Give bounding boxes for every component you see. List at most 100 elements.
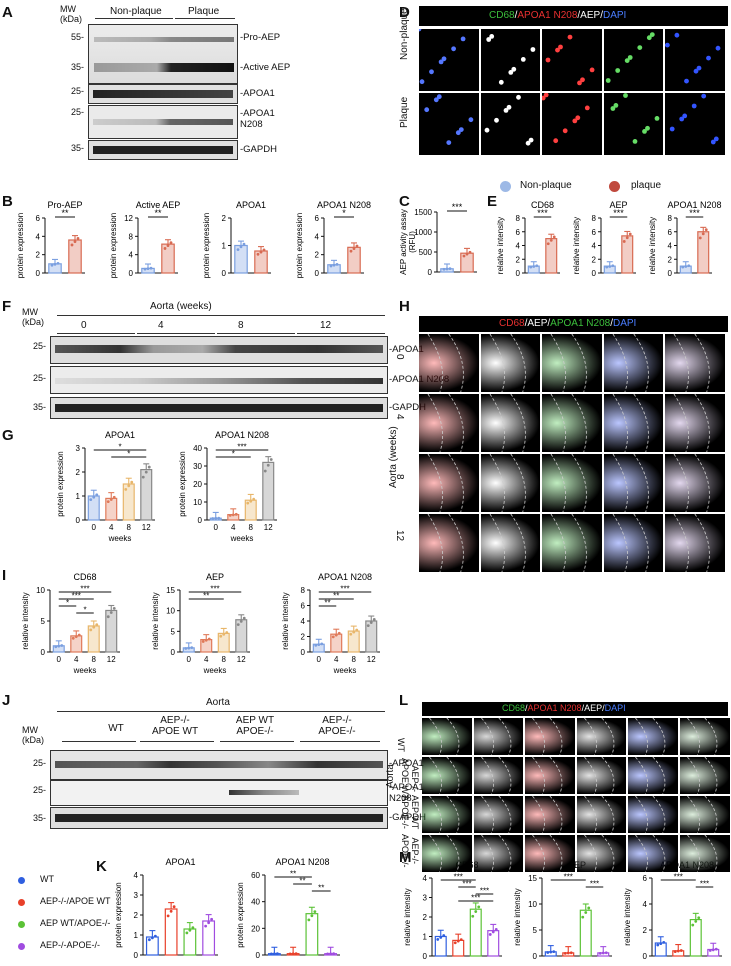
row-label-week-4: 4: [394, 414, 405, 420]
group-label-plaque: Plaque: [188, 6, 220, 17]
y-tick-label: 30: [193, 462, 202, 471]
y-axis-label: protein expression: [295, 213, 304, 278]
group-line: [140, 741, 214, 742]
data-point: [236, 248, 240, 252]
legend-label-aep-wt-apoe-ko: AEP WT/APOE-/-: [40, 918, 111, 928]
title-line: [57, 711, 385, 712]
band-apoa1: [55, 345, 383, 353]
micrograph-tile: [603, 454, 664, 512]
chart-title: AEP: [609, 200, 627, 210]
blot-gapdh-timecourse: [50, 397, 388, 419]
y-axis-label: protein expression: [236, 882, 245, 947]
stain-aep: /AEP/: [524, 318, 551, 329]
y-axis-label: protein expression: [202, 213, 211, 278]
y-tick-label: 40: [193, 444, 202, 453]
micrograph-tile: [542, 394, 602, 452]
row-label-week-0: 0: [394, 354, 405, 360]
x-tick-label: 0: [57, 655, 62, 664]
data-point: [169, 241, 173, 245]
y-axis-label: relative intensity: [572, 217, 581, 274]
data-point: [106, 615, 110, 619]
data-point: [581, 915, 585, 919]
data-point: [239, 619, 243, 623]
data-point: [566, 951, 570, 955]
sig-label: *: [232, 450, 235, 459]
y-tick-label: 2: [668, 255, 673, 264]
data-point: [459, 938, 463, 942]
sig-label: ***: [700, 880, 709, 889]
band-label-apoa1-n208: -APOA1 N208: [389, 782, 424, 804]
panel-label-l: L: [399, 692, 409, 709]
panel-label-e: E: [487, 193, 498, 210]
data-point: [453, 941, 457, 945]
data-point: [687, 264, 691, 268]
group-label-week-8: 8: [238, 320, 244, 331]
x-tick-label: 8: [222, 655, 227, 664]
data-point: [691, 923, 695, 927]
legend-dot-wt: [18, 877, 25, 884]
y-tick-label: 2: [301, 633, 306, 642]
legend-label-aep-ko-apoe-ko: AEP-/-APOE-/-: [40, 940, 101, 950]
legend-label-wt: WT: [40, 874, 54, 884]
panel-label-k: K: [96, 858, 107, 875]
stain-apoa1-n208: APOA1 N208: [517, 10, 578, 21]
data-point: [332, 263, 336, 267]
micrograph-tile: [628, 835, 678, 872]
row-label-aep-ko-apoe-ko: AEP-/- APOE-/-: [400, 834, 420, 868]
group-label-aep-ko-apoe-ko: AEP-/- APOE-/-: [318, 715, 356, 737]
x-tick-label: 0: [214, 523, 219, 532]
data-point: [679, 949, 683, 952]
data-point: [130, 480, 134, 484]
data-point: [210, 917, 214, 921]
panel-label-a: A: [2, 4, 13, 21]
data-point: [262, 248, 266, 252]
data-point: [701, 232, 705, 236]
data-point: [263, 469, 267, 473]
data-point: [546, 951, 550, 954]
y-axis-label: relative intensity: [151, 592, 160, 649]
data-point: [184, 647, 188, 650]
micrograph-tile: [422, 835, 472, 872]
stain-legend: CD68/AEP/APOA1 N208/DAPI: [499, 318, 636, 329]
data-point: [471, 914, 475, 918]
data-point: [329, 264, 333, 268]
y-tick-label: 10: [528, 900, 537, 909]
micrograph-tile: [665, 334, 725, 392]
x-tick-label: 4: [109, 523, 114, 532]
y-axis-label: protein expression: [16, 213, 25, 278]
data-point: [474, 910, 478, 913]
data-point: [622, 240, 626, 243]
y-tick-label: 0: [41, 648, 46, 657]
micrograph-tile: [665, 454, 725, 512]
y-axis-label: relative intensity: [648, 217, 657, 274]
x-tick-label: 4: [74, 655, 79, 664]
sig-label: ***: [454, 873, 463, 882]
data-point: [275, 952, 279, 955]
y-tick-label: 3: [134, 891, 139, 900]
x-axis-label: weeks: [73, 666, 97, 675]
data-point: [73, 240, 77, 244]
y-axis-label: protein expression: [178, 451, 187, 516]
data-point: [207, 921, 211, 925]
y-tick-label: 60: [251, 871, 260, 880]
blot-gapdh: [88, 140, 238, 160]
group-line: [297, 333, 385, 334]
data-point: [549, 950, 553, 954]
y-tick-label: 0: [36, 269, 41, 278]
data-point: [704, 228, 708, 232]
stain-header-h: CD68/AEP/APOA1 N208/DAPI: [419, 316, 728, 332]
band-apoa1-n208: [93, 119, 233, 125]
data-point: [228, 514, 232, 517]
y-tick-label: 0: [643, 952, 648, 961]
micrograph-tile: [576, 757, 627, 794]
y-tick-label: 0: [134, 951, 139, 960]
data-point: [468, 250, 472, 254]
y-tick-label: 3: [423, 894, 428, 903]
data-point: [355, 628, 359, 632]
micrograph-tile: [628, 757, 678, 794]
x-tick-label: 8: [249, 523, 254, 532]
y-tick-label: 2: [423, 913, 428, 922]
panel-label-h: H: [399, 298, 410, 315]
data-point: [147, 465, 151, 469]
data-point: [465, 252, 469, 256]
